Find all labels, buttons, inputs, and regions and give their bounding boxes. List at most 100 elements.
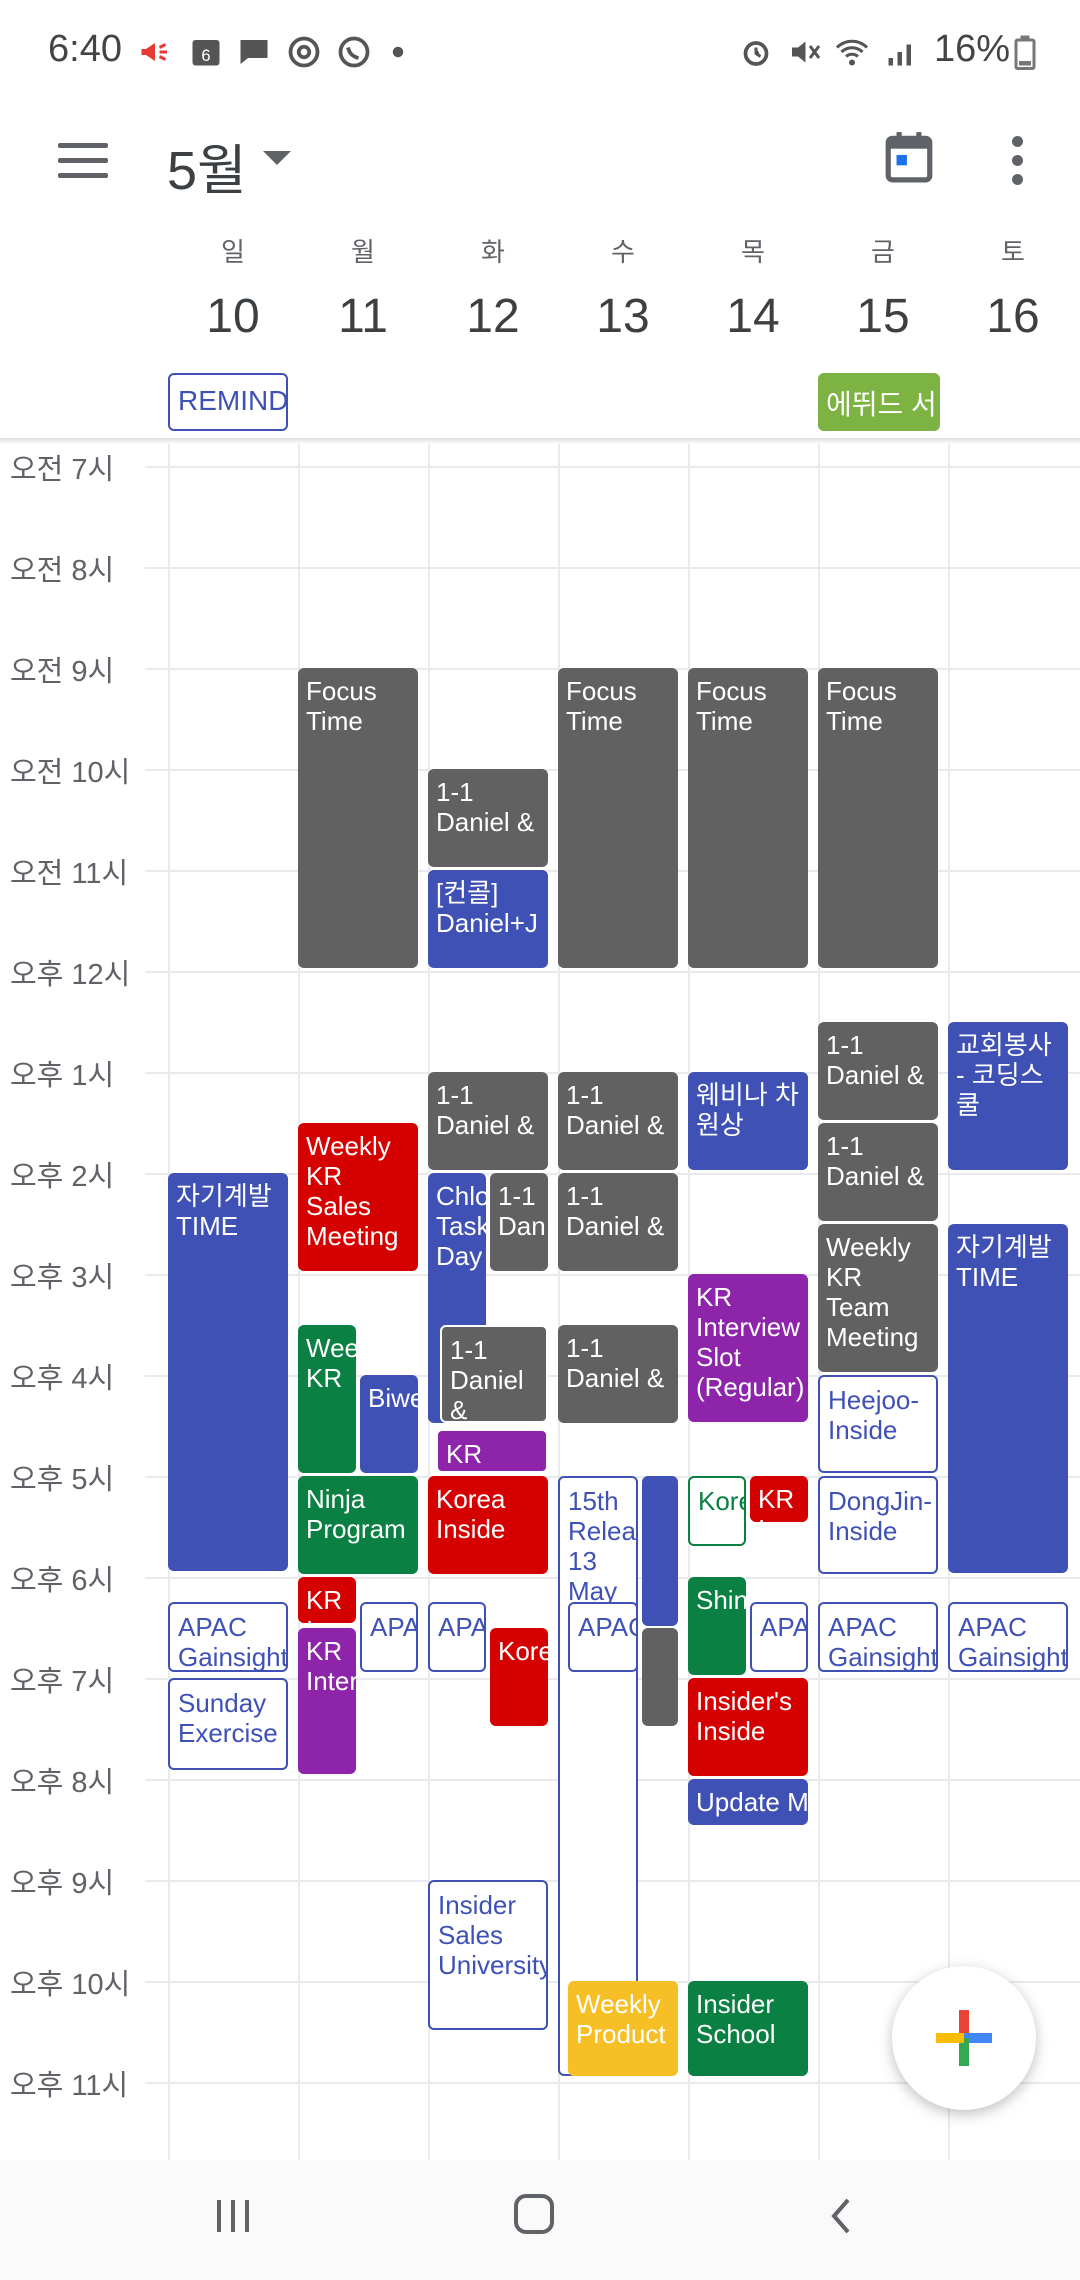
event-card[interactable]: Korea bbox=[688, 1476, 746, 1546]
hour-line bbox=[145, 971, 1080, 973]
more-options-icon[interactable] bbox=[1012, 136, 1024, 186]
hour-label: 오전 7시 bbox=[10, 454, 115, 486]
event-card[interactable]: KR I bbox=[298, 1577, 356, 1623]
day-header-wed[interactable]: 수 13 bbox=[596, 237, 650, 343]
hour-line bbox=[145, 1274, 1080, 1276]
event-card[interactable]: Focus Time bbox=[688, 668, 808, 968]
event-card[interactable]: Insider School bbox=[688, 1981, 808, 2076]
event-card[interactable]: Focus Time bbox=[818, 668, 938, 968]
allday-event-reminder[interactable]: REMINDER bbox=[168, 373, 288, 431]
hour-label: 오후 1시 bbox=[10, 1060, 115, 1092]
event-card[interactable] bbox=[642, 1628, 678, 1726]
battery-icon bbox=[1014, 35, 1036, 70]
time-grid[interactable]: 오전 7시 오전 8시 오전 9시 오전 10시 오전 11시 오후 12시 오… bbox=[0, 444, 1080, 2164]
event-card[interactable]: Shine bbox=[688, 1577, 746, 1675]
event-card[interactable]: KR I bbox=[750, 1476, 808, 1522]
event-card[interactable]: 자기계발TIME bbox=[948, 1224, 1068, 1573]
event-card[interactable]: APAC bbox=[568, 1602, 638, 1672]
event-card[interactable]: APAC bbox=[428, 1602, 486, 1672]
day-header-tue[interactable]: 화 12 bbox=[466, 237, 520, 343]
event-card[interactable]: Korea bbox=[490, 1628, 548, 1726]
event-card[interactable]: Focus Time bbox=[558, 668, 678, 968]
calendar-badge-icon: 6 bbox=[192, 40, 220, 66]
hour-line bbox=[145, 2082, 1080, 2084]
hour-label: 오후 7시 bbox=[10, 1666, 115, 1698]
month-title[interactable]: 5월 bbox=[167, 141, 247, 201]
at-sign-icon bbox=[288, 36, 320, 68]
alarm-icon bbox=[743, 41, 769, 66]
day-header-fri[interactable]: 금 15 bbox=[856, 237, 910, 343]
day-header-thu[interactable]: 목 14 bbox=[726, 237, 780, 343]
event-card[interactable]: Focus Time bbox=[298, 668, 418, 968]
event-card[interactable]: 1-1 Daniel & bbox=[818, 1123, 938, 1221]
hour-label: 오후 3시 bbox=[10, 1262, 115, 1294]
hour-label: 오후 12시 bbox=[10, 959, 131, 991]
status-bar: 6:40 6 16% bbox=[0, 0, 1080, 100]
hour-label: 오전 11시 bbox=[10, 858, 129, 890]
event-card[interactable]: Insider Sales University bbox=[428, 1880, 548, 2030]
event-card[interactable]: Weekly KR Team Meeting bbox=[818, 1224, 938, 1372]
mute-icon bbox=[792, 41, 821, 63]
signal-icon bbox=[888, 44, 911, 66]
event-card[interactable]: Weekly KR bbox=[298, 1325, 356, 1473]
day-header-sun[interactable]: 일 10 bbox=[206, 237, 260, 343]
hour-line bbox=[145, 466, 1080, 468]
event-card[interactable]: APAC Gainsight bbox=[168, 1602, 288, 1672]
event-card[interactable]: 1-1 Daniel & bbox=[440, 1325, 548, 1423]
event-card[interactable]: 1-1 Daniel & bbox=[558, 1072, 678, 1170]
allday-event-friday[interactable]: 에뛰드 서 bbox=[818, 373, 940, 431]
megaphone-icon bbox=[141, 43, 167, 61]
system-nav-bar bbox=[0, 2160, 1080, 2280]
event-card[interactable] bbox=[642, 1476, 678, 1626]
event-card[interactable]: 1-1 Daniel & bbox=[818, 1022, 938, 1120]
chevron-down-icon[interactable] bbox=[263, 151, 291, 165]
event-card[interactable]: 교회봉사 - 코딩스쿨 bbox=[948, 1022, 1068, 1170]
event-card[interactable]: 1-1 Dan bbox=[490, 1173, 548, 1271]
event-card[interactable]: Insider's Inside bbox=[688, 1678, 808, 1776]
hour-label: 오전 9시 bbox=[10, 656, 115, 688]
event-card[interactable]: 1-1 Daniel & bbox=[428, 1072, 548, 1170]
status-time: 6:40 bbox=[48, 28, 122, 70]
event-card[interactable]: Weekly KR Sales Meeting bbox=[298, 1123, 418, 1271]
svg-text:6: 6 bbox=[201, 47, 210, 65]
event-card[interactable]: Ninja Program bbox=[298, 1476, 418, 1574]
back-icon[interactable] bbox=[822, 2196, 862, 2236]
event-card[interactable]: KR Interview Slot (Regular) bbox=[688, 1274, 808, 1422]
event-card[interactable]: APAC Gainsight bbox=[948, 1602, 1068, 1672]
event-card[interactable]: 1-1 Daniel & bbox=[558, 1173, 678, 1271]
event-card[interactable]: Korea Inside bbox=[428, 1476, 548, 1574]
event-card[interactable]: 자기계발TIME bbox=[168, 1173, 288, 1571]
calendar-today-icon[interactable] bbox=[884, 130, 934, 184]
hour-label: 오후 4시 bbox=[10, 1363, 115, 1395]
event-card[interactable]: KR Hiring bbox=[436, 1429, 548, 1473]
event-card[interactable]: 1-1 Daniel & bbox=[558, 1325, 678, 1423]
event-card[interactable]: [컨콜] Daniel+J bbox=[428, 870, 548, 968]
day-column-line bbox=[298, 444, 300, 2164]
day-column-line bbox=[558, 444, 560, 2164]
hour-label: 오후 2시 bbox=[10, 1161, 115, 1193]
event-card[interactable]: DongJin-Inside bbox=[818, 1476, 938, 1574]
event-card[interactable]: Update M bbox=[688, 1779, 808, 1825]
hour-label: 오후 10시 bbox=[10, 1969, 131, 2001]
event-card[interactable]: KR Interview bbox=[298, 1628, 356, 1774]
hour-label: 오후 5시 bbox=[10, 1464, 115, 1496]
hour-label: 오전 8시 bbox=[10, 555, 115, 587]
menu-icon[interactable] bbox=[58, 143, 108, 179]
event-card[interactable]: Biweek bbox=[360, 1375, 418, 1473]
create-event-button[interactable] bbox=[892, 1966, 1036, 2110]
event-card[interactable]: APAC bbox=[750, 1602, 808, 1672]
day-header-mon[interactable]: 월 11 bbox=[338, 237, 388, 343]
header-divider bbox=[0, 438, 1080, 444]
wifi-icon bbox=[835, 39, 869, 66]
event-card[interactable]: APAC Gainsight bbox=[818, 1602, 938, 1672]
event-card[interactable]: 15th Release 13 May bbox=[558, 1476, 638, 2076]
event-card[interactable]: Weekly Product bbox=[568, 1981, 678, 2076]
event-card[interactable]: Heejoo-Inside bbox=[818, 1375, 938, 1473]
event-card[interactable]: 1-1 Daniel & bbox=[428, 769, 548, 867]
event-card[interactable]: 웨비나 차원상 bbox=[688, 1072, 808, 1170]
day-header-sat[interactable]: 토 16 bbox=[986, 237, 1040, 343]
event-card[interactable]: APAC bbox=[360, 1602, 418, 1672]
recent-apps-icon[interactable] bbox=[213, 2196, 253, 2236]
home-icon[interactable] bbox=[514, 2194, 554, 2234]
event-card[interactable]: Sunday Exercise bbox=[168, 1678, 288, 1770]
